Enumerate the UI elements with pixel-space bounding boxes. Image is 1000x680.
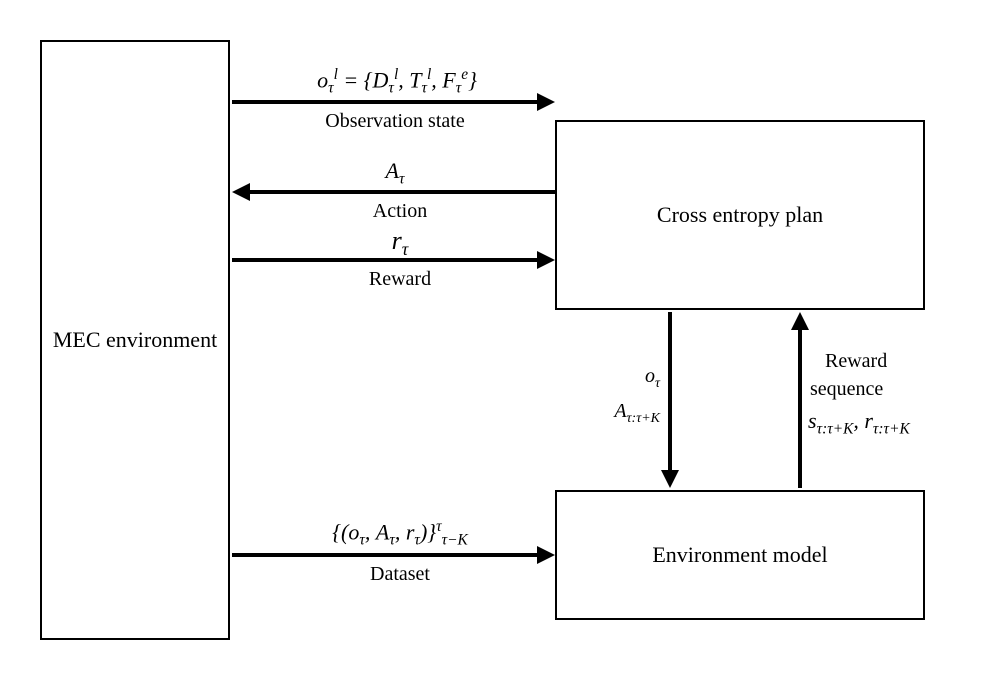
reward-arrow-head [537,251,555,269]
obs-formula: oτl = {Dτl, Tτl, Fτe} [282,66,512,98]
down-arrow-head [661,470,679,488]
up-label-1: Reward [825,350,955,373]
reward-formula: rτ [375,226,425,260]
up-arrow-head [791,312,809,330]
obs-label: Observation state [290,110,500,133]
dataset-arrow-head [537,546,555,564]
up-arrow-line [798,330,802,488]
cep-label: Cross entropy plan [657,202,823,228]
action-arrow-head [232,183,250,201]
env-box: Environment model [555,490,925,620]
mec-label: MEC environment [53,327,217,353]
obs-arrow-head [537,93,555,111]
down-arrow-line [668,312,672,470]
mec-box: MEC environment [40,40,230,640]
down-formula-2: Aτ:τ+K [580,400,660,427]
up-label-2: sequence [810,378,940,401]
cep-box: Cross entropy plan [555,120,925,310]
down-formula-1: oτ [600,365,660,392]
dataset-label: Dataset [350,563,450,586]
env-label: Environment model [652,542,827,568]
dataset-formula: {(oτ, Aτ, rτ)}ττ−K [290,518,510,550]
obs-arrow-line [232,100,537,104]
action-label: Action [350,200,450,223]
up-formula: sτ:τ+K, rτ:τ+K [808,408,988,438]
dataset-arrow-line [232,553,537,557]
reward-label: Reward [350,268,450,291]
action-formula: Aτ [370,158,420,188]
action-arrow-line [250,190,555,194]
